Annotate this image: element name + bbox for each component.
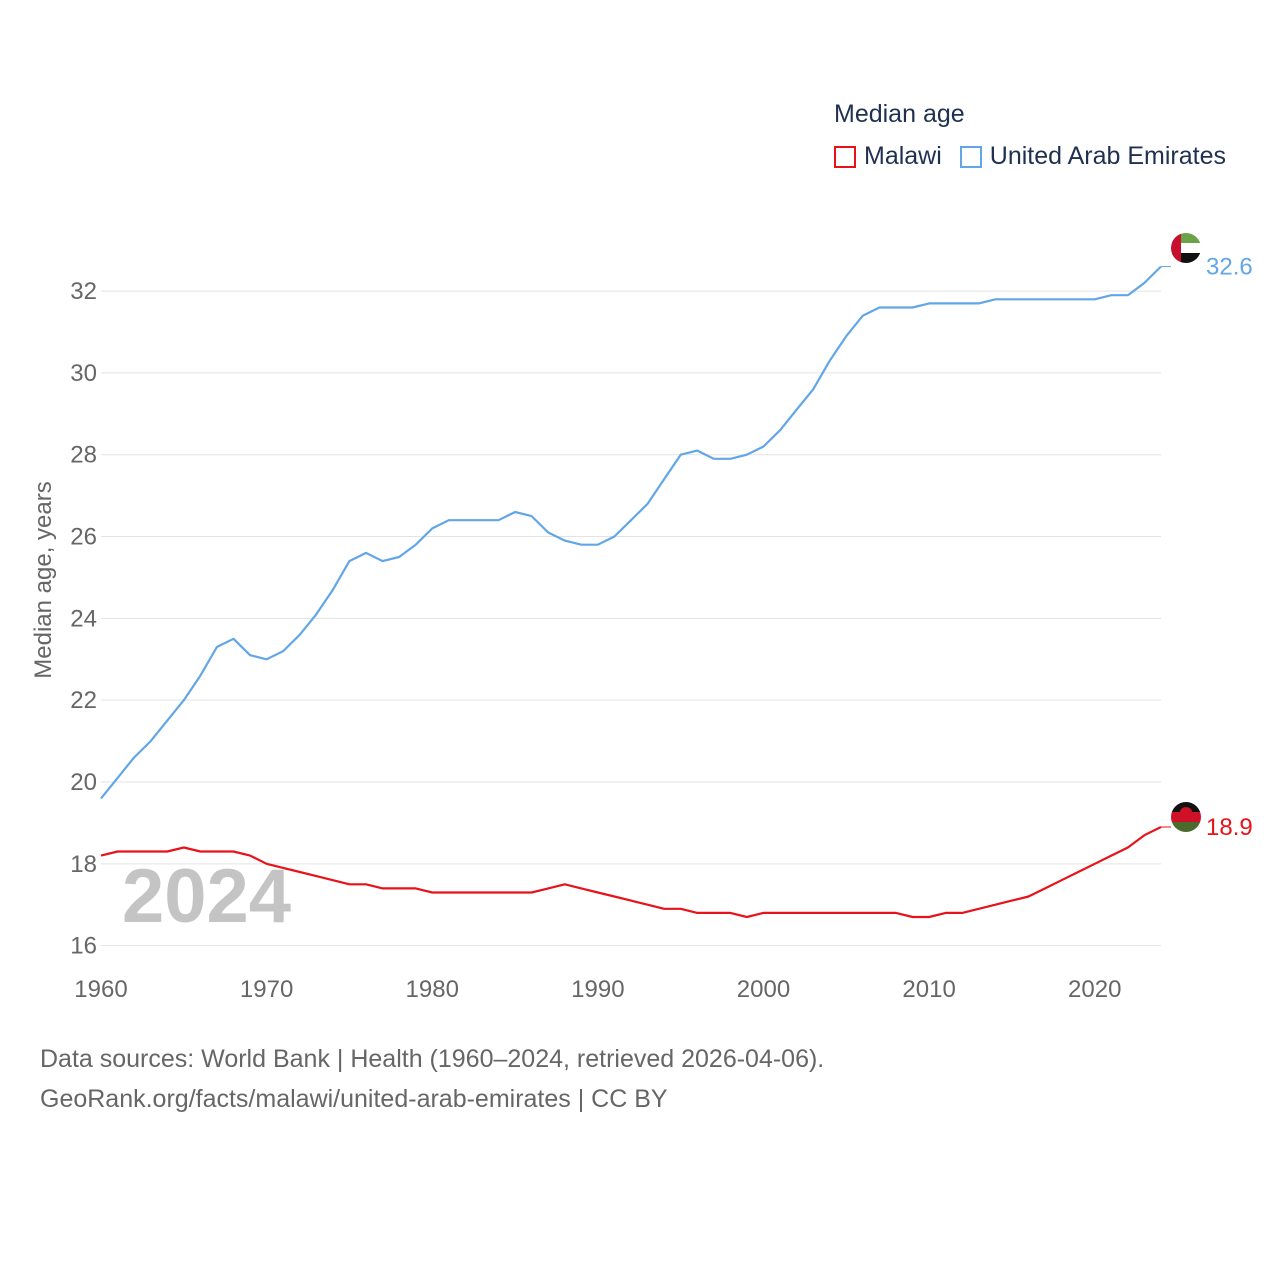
x-tick-label-1970: 1970 bbox=[240, 976, 293, 1003]
source-line-1: Data sources: World Bank | Health (1960–… bbox=[40, 1045, 825, 1073]
x-tick-label-2000: 2000 bbox=[737, 976, 790, 1003]
y-tick-label-30: 30 bbox=[70, 360, 97, 387]
legend-item-uae[interactable]: United Arab Emirates bbox=[959, 142, 1227, 171]
legend: Malawi United Arab Emirates bbox=[834, 142, 1244, 171]
malawi-flag-icon bbox=[1171, 802, 1201, 832]
x-tick-label-2010: 2010 bbox=[902, 976, 955, 1003]
x-tick-label-2020: 2020 bbox=[1068, 976, 1121, 1003]
uae-flag-icon bbox=[1171, 233, 1201, 263]
end-label-malawi: 18.9 bbox=[1206, 814, 1253, 841]
y-axis-ticks: 16 18 20 22 24 26 28 30 32 bbox=[70, 278, 97, 960]
end-value-labels: 18.9 32.6 bbox=[1206, 254, 1253, 841]
series-line-malawi bbox=[100, 826, 1162, 919]
legend-item-malawi[interactable]: Malawi bbox=[834, 142, 942, 171]
grid-lines bbox=[101, 290, 1161, 947]
series-line-united-arab-emirates bbox=[100, 265, 1162, 800]
y-tick-label-22: 22 bbox=[70, 687, 97, 714]
series-lines bbox=[100, 265, 1171, 919]
x-tick-label-1990: 1990 bbox=[571, 976, 624, 1003]
x-tick-label-1980: 1980 bbox=[406, 976, 459, 1003]
y-tick-label-20: 20 bbox=[70, 769, 97, 796]
y-tick-label-24: 24 bbox=[70, 605, 97, 632]
y-tick-label-28: 28 bbox=[70, 442, 97, 469]
year-watermark: 2024 bbox=[122, 854, 291, 939]
end-label-united-arab-emirates: 32.6 bbox=[1206, 254, 1253, 281]
y-tick-label-32: 32 bbox=[70, 278, 97, 305]
legend-swatch-malawi bbox=[834, 145, 856, 168]
x-axis-ticks: 1960 1970 1980 1990 2000 2010 2020 bbox=[74, 976, 1121, 1003]
y-axis-label: Median age, years bbox=[30, 481, 57, 678]
source-line-2[interactable]: GeoRank.org/facts/malawi/united-arab-emi… bbox=[40, 1085, 668, 1113]
legend-swatch-uae bbox=[959, 145, 982, 168]
y-tick-label-16: 16 bbox=[70, 933, 97, 960]
legend-title: Median age bbox=[834, 100, 965, 128]
y-tick-label-18: 18 bbox=[70, 851, 97, 878]
legend-label-uae: United Arab Emirates bbox=[989, 142, 1227, 170]
y-tick-label-26: 26 bbox=[70, 524, 97, 551]
legend-label-malawi: Malawi bbox=[864, 142, 942, 170]
x-tick-label-1960: 1960 bbox=[74, 976, 127, 1003]
